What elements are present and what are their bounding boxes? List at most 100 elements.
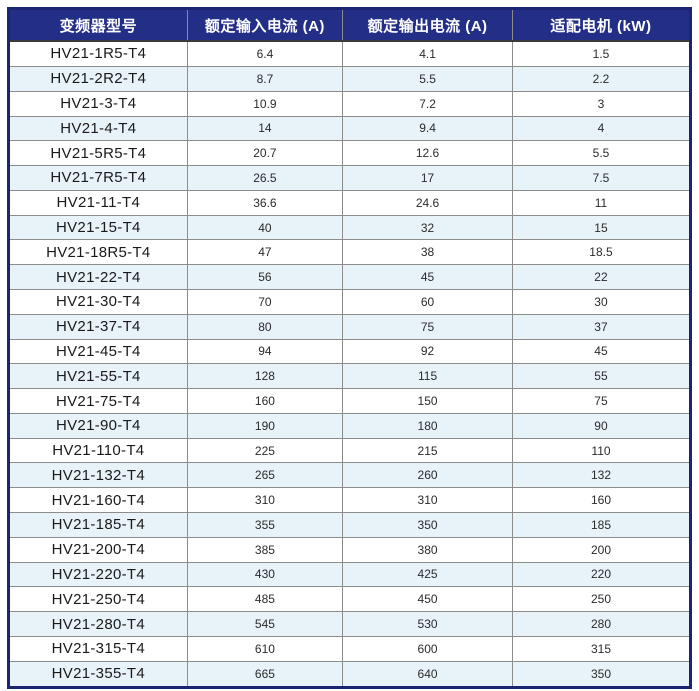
cell-motor-power: 55 bbox=[511, 363, 692, 390]
cell-input-current: 485 bbox=[186, 586, 344, 613]
cell-output-current: 60 bbox=[342, 289, 513, 315]
cell-input-current: 47 bbox=[186, 239, 344, 266]
cell-motor-power: 200 bbox=[511, 536, 692, 563]
cell-input-current: 20.7 bbox=[186, 140, 344, 167]
cell-input-current: 610 bbox=[186, 635, 344, 662]
cell-output-current: 38 bbox=[342, 239, 513, 266]
table-row: HV21-15-T4 40 32 15 bbox=[8, 214, 692, 241]
cell-input-current: 10.9 bbox=[186, 90, 344, 117]
cell-model: HV21-11-T4 bbox=[8, 189, 188, 216]
table-row: HV21-55-T4 128 115 55 bbox=[8, 363, 692, 390]
cell-motor-power: 185 bbox=[511, 512, 692, 538]
table-row: HV21-37-T4 80 75 37 bbox=[8, 313, 692, 340]
cell-output-current: 260 bbox=[342, 462, 513, 489]
cell-output-current: 310 bbox=[342, 487, 513, 514]
table-row: HV21-7R5-T4 26.5 17 7.5 bbox=[8, 165, 692, 191]
cell-model: HV21-30-T4 bbox=[8, 289, 188, 315]
table-row: HV21-132-T4 265 260 132 bbox=[8, 462, 692, 489]
header-model: 变频器型号 bbox=[8, 8, 188, 42]
header-output-current: 额定输出电流 (A) bbox=[342, 8, 513, 42]
cell-model: HV21-55-T4 bbox=[8, 363, 188, 390]
cell-motor-power: 350 bbox=[511, 660, 692, 689]
table-row: HV21-3-T4 10.9 7.2 3 bbox=[8, 90, 692, 117]
cell-motor-power: 75 bbox=[511, 388, 692, 414]
cell-motor-power: 2.2 bbox=[511, 65, 692, 92]
cell-input-current: 665 bbox=[186, 660, 344, 689]
cell-output-current: 640 bbox=[342, 660, 513, 689]
cell-model: HV21-5R5-T4 bbox=[8, 140, 188, 167]
cell-motor-power: 160 bbox=[511, 487, 692, 514]
cell-output-current: 32 bbox=[342, 214, 513, 241]
header-input-current: 额定输入电流 (A) bbox=[186, 8, 344, 42]
table-row: HV21-18R5-T4 47 38 18.5 bbox=[8, 239, 692, 266]
cell-model: HV21-250-T4 bbox=[8, 586, 188, 613]
table-row: HV21-355-T4 665 640 350 bbox=[8, 660, 692, 689]
table-row: HV21-220-T4 430 425 220 bbox=[8, 561, 692, 588]
table-row: HV21-250-T4 485 450 250 bbox=[8, 586, 692, 613]
table-row: HV21-2R2-T4 8.7 5.5 2.2 bbox=[8, 65, 692, 92]
table-row: HV21-90-T4 190 180 90 bbox=[8, 412, 692, 439]
cell-output-current: 450 bbox=[342, 586, 513, 613]
cell-model: HV21-200-T4 bbox=[8, 536, 188, 563]
cell-motor-power: 3 bbox=[511, 90, 692, 117]
cell-model: HV21-185-T4 bbox=[8, 512, 188, 538]
table-row: HV21-22-T4 56 45 22 bbox=[8, 264, 692, 290]
cell-input-current: 14 bbox=[186, 115, 344, 142]
table-row: HV21-5R5-T4 20.7 12.6 5.5 bbox=[8, 140, 692, 167]
cell-input-current: 94 bbox=[186, 338, 344, 365]
cell-output-current: 150 bbox=[342, 388, 513, 414]
table-body: HV21-1R5-T4 6.4 4.1 1.5 HV21-2R2-T4 8.7 5.5 2.2… bbox=[8, 40, 692, 689]
cell-model: HV21-220-T4 bbox=[8, 561, 188, 588]
cell-model: HV21-110-T4 bbox=[8, 437, 188, 464]
cell-motor-power: 37 bbox=[511, 313, 692, 340]
cell-input-current: 355 bbox=[186, 512, 344, 538]
cell-motor-power: 5.5 bbox=[511, 140, 692, 167]
cell-input-current: 265 bbox=[186, 462, 344, 489]
cell-input-current: 56 bbox=[186, 264, 344, 290]
cell-input-current: 310 bbox=[186, 487, 344, 514]
table-row: HV21-185-T4 355 350 185 bbox=[8, 512, 692, 538]
cell-input-current: 80 bbox=[186, 313, 344, 340]
cell-model: HV21-90-T4 bbox=[8, 412, 188, 439]
cell-model: HV21-75-T4 bbox=[8, 388, 188, 414]
cell-motor-power: 45 bbox=[511, 338, 692, 365]
cell-model: HV21-3-T4 bbox=[8, 90, 188, 117]
table-row: HV21-200-T4 385 380 200 bbox=[8, 536, 692, 563]
cell-motor-power: 132 bbox=[511, 462, 692, 489]
cell-motor-power: 11 bbox=[511, 189, 692, 216]
cell-input-current: 26.5 bbox=[186, 165, 344, 191]
cell-output-current: 17 bbox=[342, 165, 513, 191]
cell-input-current: 385 bbox=[186, 536, 344, 563]
cell-motor-power: 18.5 bbox=[511, 239, 692, 266]
cell-output-current: 24.6 bbox=[342, 189, 513, 216]
cell-output-current: 215 bbox=[342, 437, 513, 464]
table-row: HV21-1R5-T4 6.4 4.1 1.5 bbox=[8, 40, 692, 67]
cell-model: HV21-1R5-T4 bbox=[8, 40, 188, 67]
cell-output-current: 180 bbox=[342, 412, 513, 439]
cell-output-current: 9.4 bbox=[342, 115, 513, 142]
cell-model: HV21-280-T4 bbox=[8, 611, 188, 637]
cell-output-current: 92 bbox=[342, 338, 513, 365]
cell-output-current: 115 bbox=[342, 363, 513, 390]
table-row: HV21-4-T4 14 9.4 4 bbox=[8, 115, 692, 142]
cell-input-current: 225 bbox=[186, 437, 344, 464]
cell-input-current: 545 bbox=[186, 611, 344, 637]
cell-output-current: 4.1 bbox=[342, 40, 513, 67]
cell-model: HV21-2R2-T4 bbox=[8, 65, 188, 92]
table-row: HV21-45-T4 94 92 45 bbox=[8, 338, 692, 365]
cell-output-current: 7.2 bbox=[342, 90, 513, 117]
cell-model: HV21-4-T4 bbox=[8, 115, 188, 142]
cell-input-current: 160 bbox=[186, 388, 344, 414]
cell-output-current: 45 bbox=[342, 264, 513, 290]
cell-motor-power: 15 bbox=[511, 214, 692, 241]
cell-motor-power: 220 bbox=[511, 561, 692, 588]
cell-output-current: 350 bbox=[342, 512, 513, 538]
cell-motor-power: 110 bbox=[511, 437, 692, 464]
table-header-row: 变频器型号 额定输入电流 (A) 额定输出电流 (A) 适配电机 (kW) bbox=[8, 8, 692, 42]
table-row: HV21-75-T4 160 150 75 bbox=[8, 388, 692, 414]
table-row: HV21-30-T4 70 60 30 bbox=[8, 289, 692, 315]
cell-output-current: 530 bbox=[342, 611, 513, 637]
cell-output-current: 600 bbox=[342, 635, 513, 662]
table-row: HV21-280-T4 545 530 280 bbox=[8, 611, 692, 637]
